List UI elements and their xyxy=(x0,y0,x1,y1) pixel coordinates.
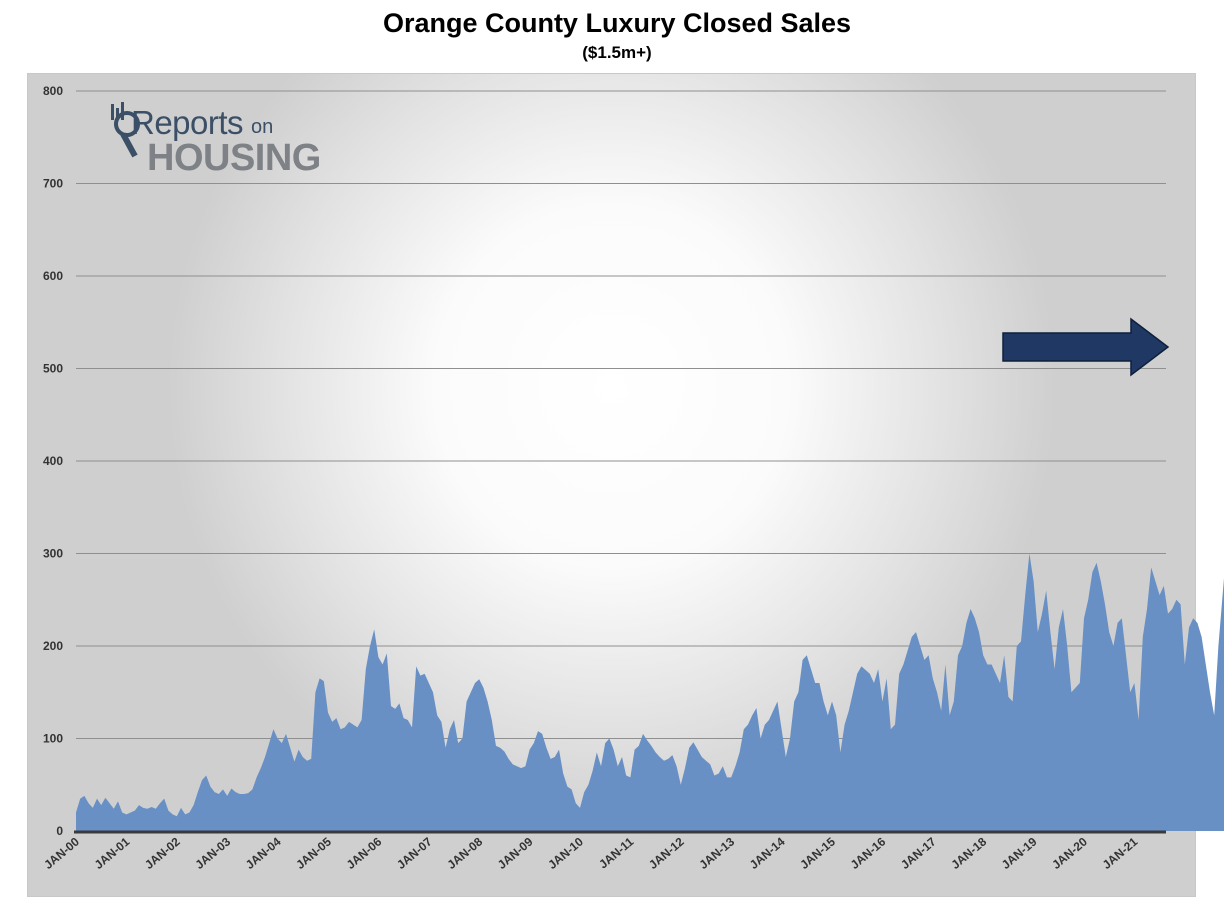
x-tick-label: JAN-05 xyxy=(293,834,334,872)
y-tick-label: 400 xyxy=(43,454,63,468)
x-tick-label: JAN-06 xyxy=(344,834,385,872)
x-tick-label: JAN-10 xyxy=(545,834,586,872)
highlight-arrow-shape xyxy=(1002,317,1170,377)
gridlines xyxy=(76,90,1166,739)
x-tick-label: JAN-15 xyxy=(797,834,838,872)
highlight-arrow xyxy=(1002,317,1170,377)
x-tick-label: JAN-20 xyxy=(1049,834,1090,872)
x-tick-label: JAN-17 xyxy=(898,834,939,872)
y-tick-label: 0 xyxy=(56,824,63,838)
x-tick-label: JAN-13 xyxy=(696,834,737,872)
x-tick-label: JAN-09 xyxy=(495,834,536,872)
x-tick-label: JAN-21 xyxy=(1100,834,1141,872)
x-tick-label: JAN-16 xyxy=(848,834,889,872)
x-tick-label: JAN-18 xyxy=(948,834,989,872)
logo-magnifier-icon xyxy=(111,102,140,158)
logo-text-reports: Reports xyxy=(131,104,244,141)
y-tick-label: 200 xyxy=(43,639,63,653)
reports-on-housing-logo: Reports on HOUSING xyxy=(105,100,335,180)
y-tick-label: 600 xyxy=(43,269,63,283)
chart-subtitle: ($1.5m+) xyxy=(582,43,652,62)
logo-text-on: on xyxy=(251,116,274,138)
x-tick-label: JAN-04 xyxy=(243,834,284,872)
y-tick-label: 500 xyxy=(43,362,63,376)
x-tick-label: JAN-07 xyxy=(394,834,435,872)
y-tick-label: 300 xyxy=(43,547,63,561)
x-tick-label: JAN-02 xyxy=(142,834,183,872)
x-tick-label: JAN-11 xyxy=(596,834,636,871)
x-tick-label: JAN-08 xyxy=(444,834,485,872)
y-tick-label: 800 xyxy=(43,84,63,98)
x-tick-label: JAN-19 xyxy=(999,834,1040,872)
chart-title: Orange County Luxury Closed Sales xyxy=(382,8,852,38)
x-tick-label: JAN-00 xyxy=(41,834,82,872)
x-tick-label: JAN-03 xyxy=(192,834,233,872)
y-tick-label: 100 xyxy=(43,732,63,746)
area-series xyxy=(76,553,1224,831)
area-fill xyxy=(76,553,1224,831)
y-tick-label: 700 xyxy=(43,177,63,191)
logo-text-housing: HOUSING xyxy=(147,137,321,179)
x-tick-label: JAN-14 xyxy=(747,834,788,872)
x-tick-label: JAN-12 xyxy=(646,834,687,872)
x-tick-label: JAN-01 xyxy=(92,834,133,872)
